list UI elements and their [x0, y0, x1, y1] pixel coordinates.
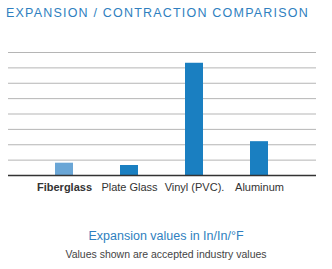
svg-text:Aluminum: Aluminum — [235, 181, 284, 193]
html-text:Values shown are accepted indu: Values shown are accepted industry value… — [65, 248, 267, 260]
svg-text:Vinyl (PVC).: Vinyl (PVC). — [165, 181, 225, 193]
svg-text:Plate Glass: Plate Glass — [101, 181, 158, 193]
html-text:EXPANSION / CONTRACTION COMPAR: EXPANSION / CONTRACTION COMPARISON — [6, 6, 309, 20]
svg-text:Fiberglass: Fiberglass — [37, 181, 92, 193]
html-text:Expansion values in In/In/°F: Expansion values in In/In/°F — [88, 229, 244, 243]
